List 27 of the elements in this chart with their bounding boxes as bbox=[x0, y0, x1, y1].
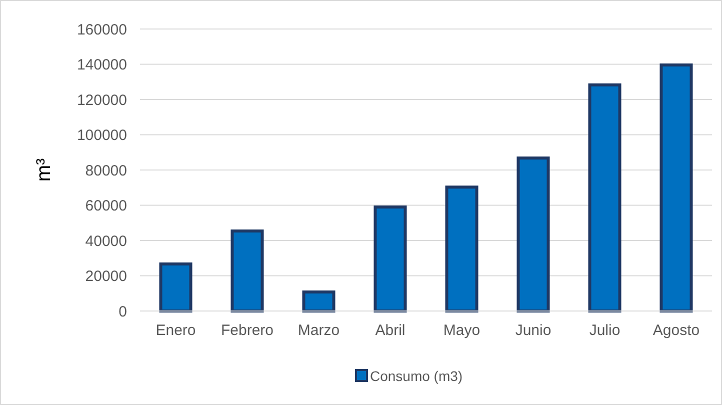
bar bbox=[516, 156, 550, 312]
x-tick-label: Agosto bbox=[652, 322, 700, 339]
x-tick-label: Enero bbox=[156, 322, 196, 339]
bar bbox=[302, 290, 336, 312]
y-tick-label: 20000 bbox=[85, 268, 127, 285]
x-tick-label: Julio bbox=[589, 322, 620, 339]
bar bbox=[374, 206, 407, 312]
x-tick-label: Marzo bbox=[298, 322, 340, 339]
legend-label: Consumo (m3) bbox=[370, 368, 463, 384]
bar bbox=[159, 262, 192, 312]
x-tick-label: Junio bbox=[515, 322, 552, 339]
bar bbox=[230, 229, 264, 312]
x-tick-label: Febrero bbox=[220, 322, 274, 339]
bar bbox=[445, 186, 478, 312]
bar bbox=[660, 63, 693, 312]
x-tick-label: Mayo bbox=[443, 322, 480, 339]
y-tick-label: 100000 bbox=[76, 127, 127, 144]
y-tick-label: 0 bbox=[118, 303, 127, 320]
y-axis-title: m³ bbox=[33, 158, 55, 182]
y-tick-label: 40000 bbox=[85, 232, 127, 250]
bar bbox=[588, 83, 622, 312]
x-tick-label: Abril bbox=[375, 322, 406, 339]
y-tick-label: 140000 bbox=[76, 56, 127, 74]
y-tick-label: 120000 bbox=[76, 92, 127, 109]
y-tick-label: 160000 bbox=[76, 21, 127, 38]
y-tick-label: 60000 bbox=[85, 198, 127, 214]
y-tick-label: 80000 bbox=[85, 162, 127, 180]
